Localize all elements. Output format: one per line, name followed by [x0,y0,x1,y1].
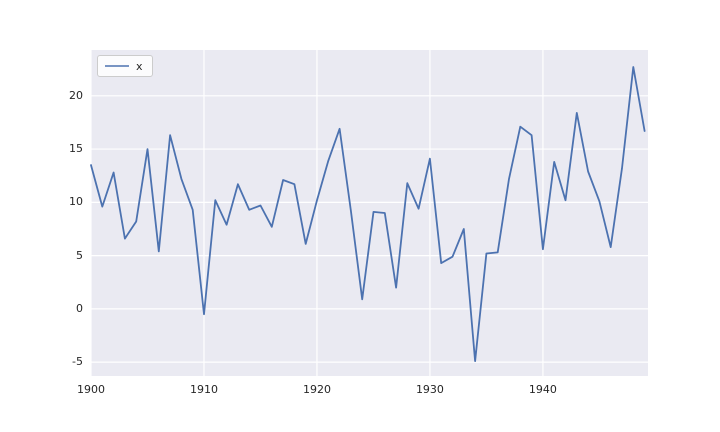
legend-line-icon [105,65,129,67]
legend-label: x [136,59,143,73]
x-tick-label: 1920 [302,383,331,396]
plot-area [91,50,648,376]
data-line [90,66,646,363]
x-tick-label: 1930 [415,383,444,396]
x-tick-label: 1900 [77,383,105,396]
y-tick-label: 0 [76,301,83,315]
y-tick-label: 10 [69,195,83,209]
x-tick-label: 1910 [189,383,218,396]
legend: x [97,55,153,77]
y-tick-label: 15 [69,142,83,156]
y-tick-label: -5 [72,355,83,369]
y-tick-label: 20 [69,88,83,102]
gridlines [90,50,648,376]
y-tick-label: 5 [76,248,83,262]
x-tick-label: 1940 [528,383,557,396]
